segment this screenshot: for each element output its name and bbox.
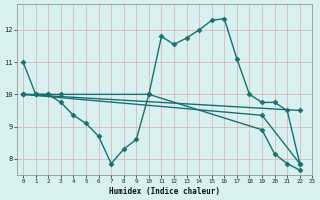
X-axis label: Humidex (Indice chaleur): Humidex (Indice chaleur) xyxy=(109,187,220,196)
